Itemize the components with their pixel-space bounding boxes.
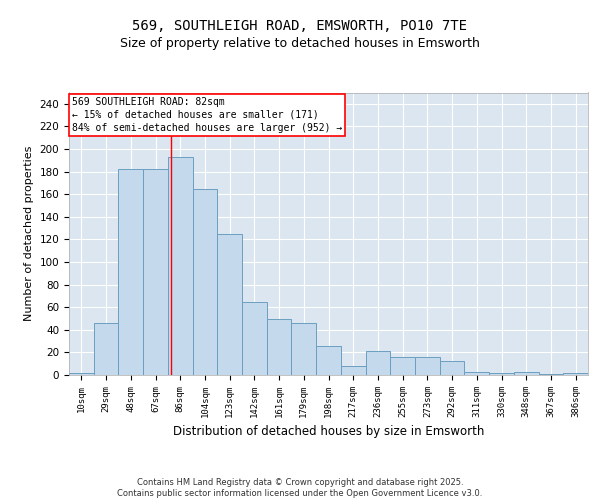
- Bar: [539, 374, 563, 375]
- Text: 569 SOUTHLEIGH ROAD: 82sqm
← 15% of detached houses are smaller (171)
84% of sem: 569 SOUTHLEIGH ROAD: 82sqm ← 15% of deta…: [71, 96, 342, 133]
- Bar: [168, 157, 193, 375]
- Bar: [94, 323, 118, 375]
- Bar: [193, 188, 217, 375]
- Bar: [267, 318, 292, 375]
- Bar: [118, 170, 143, 375]
- Text: Size of property relative to detached houses in Emsworth: Size of property relative to detached ho…: [120, 37, 480, 50]
- Bar: [514, 372, 539, 375]
- Bar: [242, 302, 267, 375]
- Bar: [143, 170, 168, 375]
- Bar: [415, 357, 440, 375]
- X-axis label: Distribution of detached houses by size in Emsworth: Distribution of detached houses by size …: [173, 426, 484, 438]
- Bar: [217, 234, 242, 375]
- Bar: [316, 346, 341, 375]
- Bar: [440, 362, 464, 375]
- Bar: [365, 352, 390, 375]
- Bar: [292, 323, 316, 375]
- Bar: [489, 372, 514, 375]
- Text: Contains HM Land Registry data © Crown copyright and database right 2025.
Contai: Contains HM Land Registry data © Crown c…: [118, 478, 482, 498]
- Bar: [69, 372, 94, 375]
- Bar: [341, 366, 365, 375]
- Bar: [464, 372, 489, 375]
- Bar: [390, 357, 415, 375]
- Text: 569, SOUTHLEIGH ROAD, EMSWORTH, PO10 7TE: 569, SOUTHLEIGH ROAD, EMSWORTH, PO10 7TE: [133, 18, 467, 32]
- Y-axis label: Number of detached properties: Number of detached properties: [24, 146, 34, 322]
- Bar: [563, 372, 588, 375]
